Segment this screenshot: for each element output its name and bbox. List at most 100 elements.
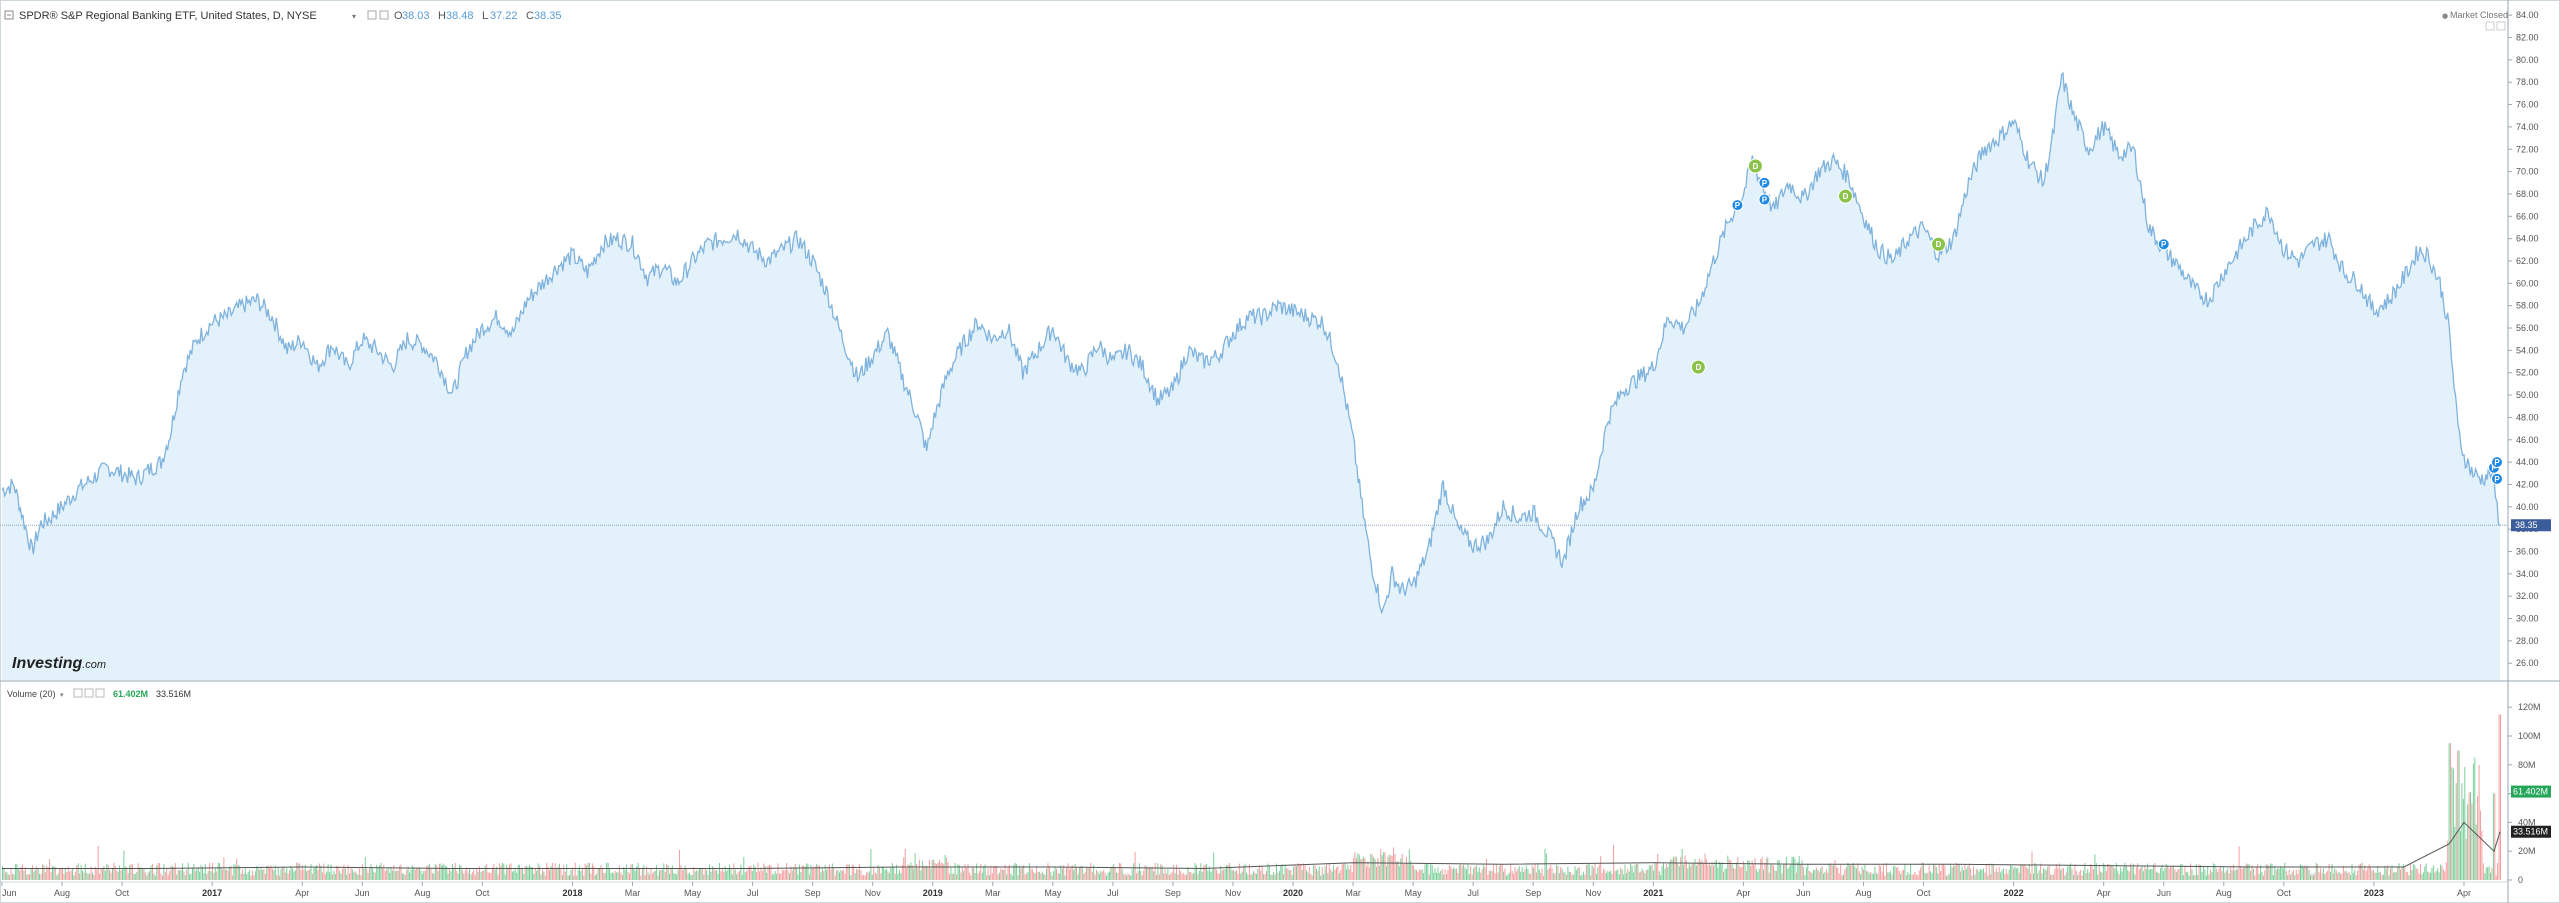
volume-bar — [583, 875, 585, 880]
volume-bar — [1844, 869, 1846, 880]
dividend-marker[interactable] — [1931, 236, 1947, 252]
volume-bar — [686, 869, 688, 880]
volume-bar — [1828, 863, 1830, 880]
volume-bar — [1583, 871, 1585, 880]
volume-bar — [943, 864, 945, 880]
volume-bar — [1143, 870, 1145, 880]
volume-bar — [993, 866, 995, 880]
volume-bar — [1037, 871, 1039, 880]
volume-bar — [2101, 872, 2103, 880]
dividend-marker[interactable] — [1747, 158, 1763, 174]
volume-bar — [1687, 868, 1689, 880]
volume-bar — [466, 867, 468, 880]
volume-bar — [2277, 868, 2279, 880]
title-dropdown-icon[interactable]: ▾ — [352, 12, 356, 21]
volume-bar — [276, 875, 278, 880]
volume-bar — [764, 866, 766, 880]
volume-bar — [1618, 874, 1620, 880]
volume-bar — [1728, 859, 1730, 880]
volume-bar — [2288, 869, 2290, 880]
split-marker[interactable] — [2157, 238, 2170, 251]
volume-bar — [2474, 757, 2476, 880]
volume-bar — [840, 870, 842, 880]
volume-bar — [1634, 864, 1636, 880]
volume-bar — [2454, 826, 2456, 880]
volume-bar — [1918, 870, 1920, 880]
volume-bar — [543, 871, 545, 880]
volume-bar — [643, 865, 645, 880]
volume-bar — [2151, 869, 2153, 880]
volume-bar — [720, 871, 722, 880]
volume-bar — [1433, 872, 1435, 880]
volume-bar — [871, 874, 873, 880]
popout-icon[interactable] — [2496, 21, 2506, 31]
volume-bar — [490, 873, 492, 880]
split-marker[interactable] — [1758, 193, 1771, 206]
volume-bar — [724, 866, 726, 880]
volume-bar — [2014, 866, 2016, 880]
split-marker[interactable] — [2490, 472, 2503, 485]
volume-bar — [134, 873, 136, 880]
volume-bar — [967, 863, 969, 880]
volume-bar — [953, 873, 955, 880]
volume-bar — [2400, 869, 2401, 880]
volume-bar — [2098, 866, 2100, 880]
volume-bar — [536, 870, 538, 880]
volume-bar — [2472, 763, 2474, 880]
volume-bar — [2080, 869, 2082, 880]
volume-bar — [1607, 871, 1609, 880]
close-icon[interactable] — [379, 10, 389, 20]
maximize-icon[interactable] — [2485, 21, 2495, 31]
collapse-icon[interactable] — [4, 10, 14, 20]
volume-bar — [449, 868, 450, 880]
split-marker[interactable] — [2490, 456, 2503, 469]
volume-bar — [133, 873, 135, 880]
volume-bar — [2311, 873, 2313, 880]
volume-bar — [1403, 864, 1405, 880]
volume-bar — [109, 870, 111, 880]
volume-bar — [963, 870, 965, 880]
split-marker[interactable] — [1758, 176, 1771, 189]
chart-header: SPDR® S&P Regional Banking ETF, United S… — [4, 10, 2508, 31]
volume-bar — [1343, 863, 1345, 880]
volume-bar — [2157, 872, 2159, 880]
volume-bar — [1021, 866, 1023, 880]
volume-bar — [2017, 867, 2019, 880]
volume-bar — [726, 871, 728, 880]
volume-bar — [269, 867, 271, 880]
volume-bar — [2438, 872, 2440, 880]
volume-bar — [2060, 869, 2062, 880]
volume-bar — [1635, 863, 1637, 880]
volume-settings-icon[interactable] — [73, 688, 83, 698]
volume-bar — [1823, 873, 1824, 880]
volume-bar — [2220, 865, 2222, 880]
dividend-marker[interactable] — [1690, 359, 1706, 375]
volume-bar — [1711, 862, 1713, 880]
volume-bar — [1216, 869, 1217, 880]
volume-bar — [883, 867, 885, 880]
volume-bar — [1284, 864, 1286, 880]
volume-bar — [1757, 872, 1759, 880]
volume-bar — [313, 868, 315, 880]
volume-bar — [1147, 868, 1149, 880]
volume-bar — [2138, 869, 2140, 880]
volume-bar — [1023, 865, 1025, 880]
volume-bar — [443, 863, 445, 880]
volume-close-icon[interactable] — [95, 688, 105, 698]
volume-bar — [2178, 868, 2180, 880]
volume-bar — [2435, 871, 2437, 880]
volume-bar — [1043, 873, 1045, 880]
dividend-marker[interactable] — [1837, 188, 1853, 204]
volume-bar — [2180, 864, 2182, 880]
volume-bar — [1140, 870, 1142, 880]
settings-icon[interactable] — [367, 10, 377, 20]
volume-bar — [1771, 864, 1773, 880]
volume-bar — [1647, 869, 1649, 880]
volume-bar — [1807, 863, 1809, 880]
volume-hide-icon[interactable] — [84, 688, 94, 698]
volume-dropdown-icon[interactable]: ▾ — [60, 691, 64, 699]
price-tick-label: 60.00 — [2516, 278, 2539, 288]
split-marker[interactable] — [1731, 199, 1744, 212]
time-tick-label: Nov — [865, 888, 882, 898]
